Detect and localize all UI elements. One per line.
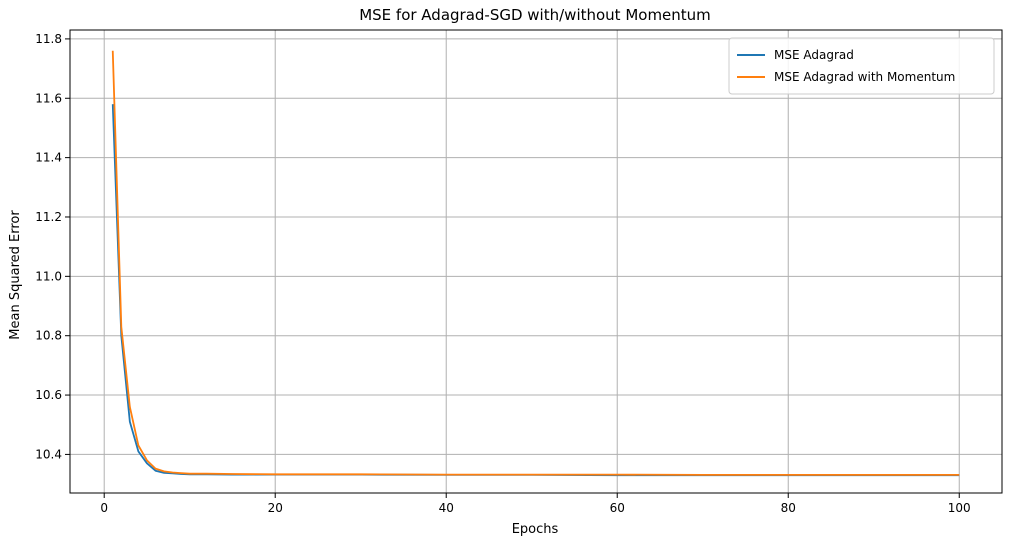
series-layer xyxy=(111,50,960,477)
grid xyxy=(70,30,1002,493)
legend-label: MSE Adagrad xyxy=(774,48,854,62)
x-tick-label: 60 xyxy=(610,501,625,515)
y-tick-label: 11.2 xyxy=(35,210,62,224)
x-tick-label: 40 xyxy=(439,501,454,515)
y-tick-label: 10.6 xyxy=(35,388,62,402)
ticks: 0 20 40 60 80 100 10.4 10.6 10.8 11.0 11.2 11.4 11.6… xyxy=(35,32,970,515)
y-tick-label: 11.0 xyxy=(35,269,62,283)
x-axis-label: Epochs xyxy=(512,522,559,537)
x-tick-label: 100 xyxy=(948,501,971,515)
y-tick-label: 11.4 xyxy=(35,151,62,165)
x-tick-label: 20 xyxy=(268,501,283,515)
axes-frame xyxy=(69,29,1003,494)
legend: MSE Adagrad MSE Adagrad with Momentum xyxy=(728,37,995,95)
y-tick-label: 10.8 xyxy=(35,329,62,343)
y-tick-label: 10.4 xyxy=(35,447,62,461)
y-tick-label: 11.8 xyxy=(35,32,62,46)
x-tick-label: 0 xyxy=(100,501,108,515)
legend-box xyxy=(728,37,995,95)
y-tick-label: 11.6 xyxy=(35,91,62,105)
chart-title: MSE for Adagrad-SGD with/without Momentu… xyxy=(359,6,711,24)
y-axis-label: Mean Squared Error xyxy=(8,210,23,340)
x-tick-label: 80 xyxy=(781,501,796,515)
legend-label: MSE Adagrad with Momentum xyxy=(774,70,955,84)
series-line xyxy=(111,50,960,476)
